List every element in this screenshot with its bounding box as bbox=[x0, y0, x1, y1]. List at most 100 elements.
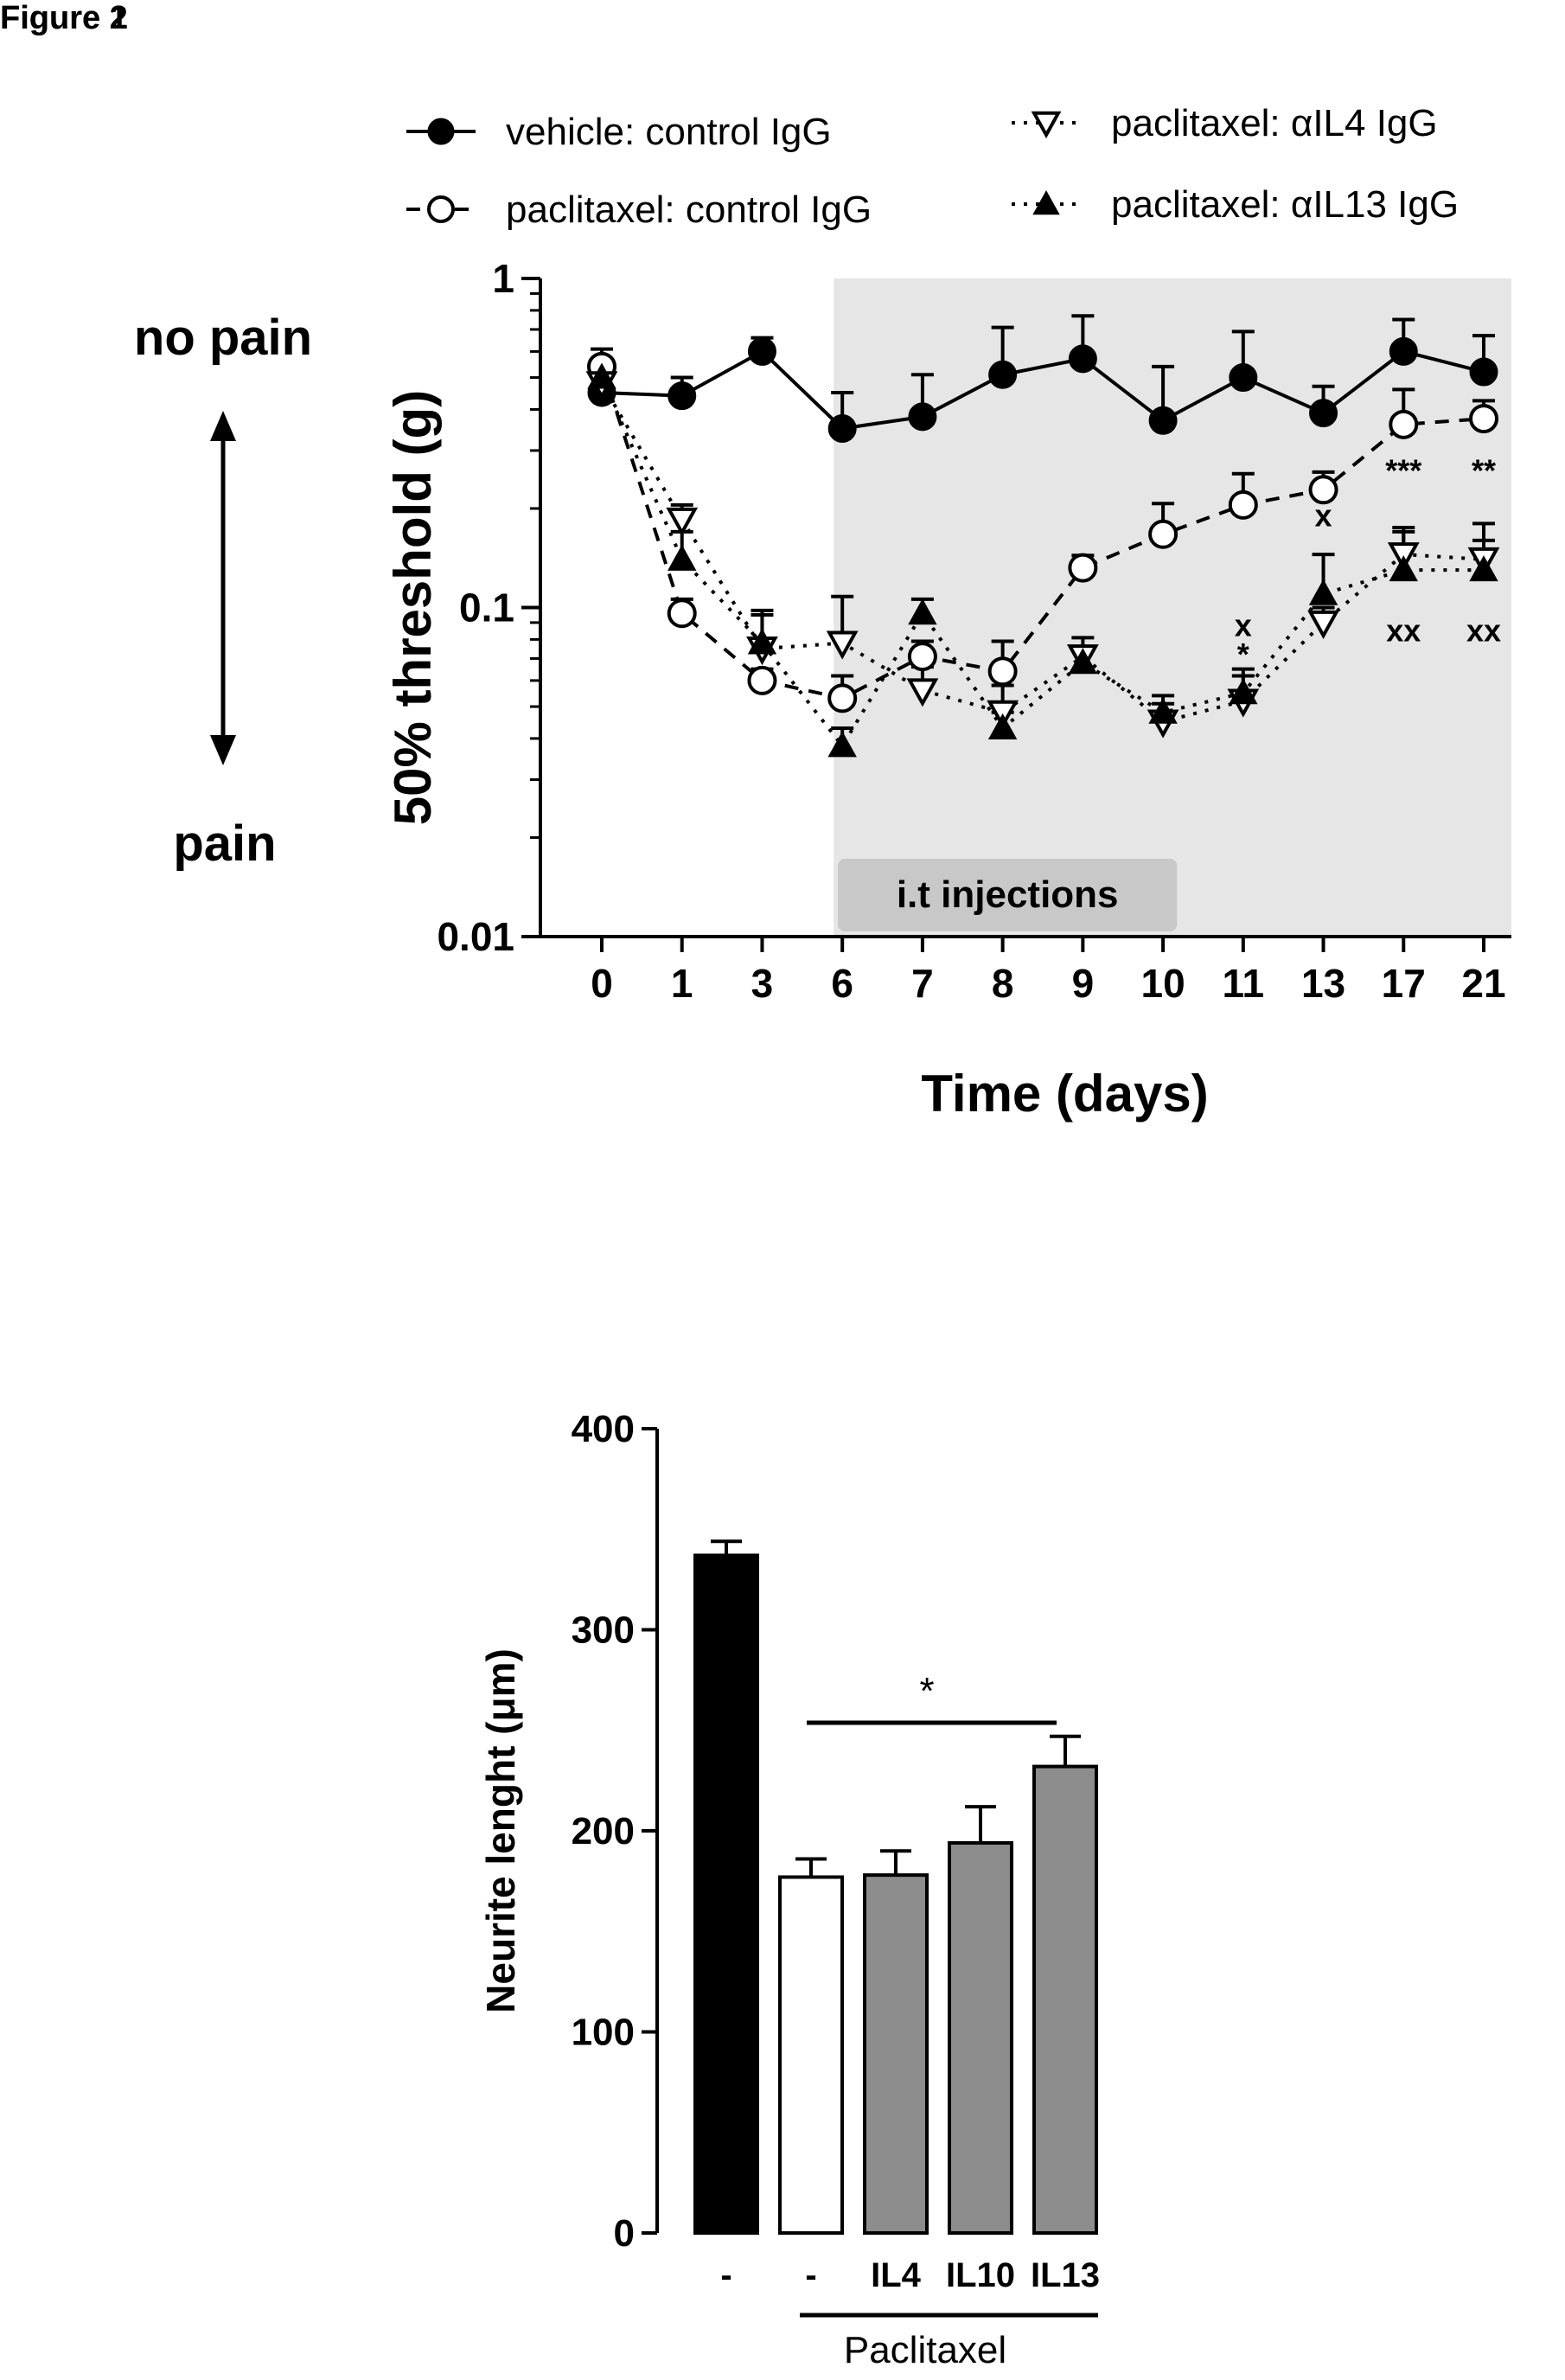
data-point bbox=[1389, 336, 1418, 366]
arrow-head-up bbox=[210, 411, 236, 441]
x-tick-label: 9 bbox=[1072, 961, 1095, 1006]
chart1-series-lines bbox=[600, 349, 1485, 749]
data-point bbox=[1148, 519, 1179, 549]
x-tick-label: 8 bbox=[992, 961, 1014, 1006]
chart1-legend: vehicle: control IgG paclitaxel: control … bbox=[406, 102, 1459, 231]
data-point bbox=[906, 678, 939, 707]
significance-annotation: x bbox=[1235, 608, 1252, 643]
data-point bbox=[1389, 555, 1418, 582]
y-tick-label: 200 bbox=[572, 1810, 635, 1852]
pain-direction-arrow bbox=[210, 411, 236, 765]
x-tick-label: 17 bbox=[1382, 961, 1426, 1006]
data-point bbox=[987, 656, 1018, 687]
significance-annotation: * bbox=[1237, 637, 1249, 672]
y-tick-label: 400 bbox=[572, 1408, 635, 1450]
x-tick-label: 3 bbox=[751, 961, 774, 1006]
data-point bbox=[587, 362, 616, 389]
chart1-y-axis-title: 50% threshold (g) bbox=[384, 390, 442, 825]
injection-period-shading bbox=[834, 278, 1511, 937]
bar bbox=[1032, 1764, 1098, 2235]
data-point bbox=[1309, 399, 1338, 428]
y-tick-label: 0 bbox=[614, 2212, 635, 2255]
data-point bbox=[1469, 555, 1498, 582]
x-tick-label: 1 bbox=[671, 961, 693, 1006]
data-point bbox=[667, 598, 697, 629]
x-tick-label: - bbox=[805, 2256, 816, 2294]
x-tick-label: 10 bbox=[1141, 961, 1185, 1006]
chart1-x-axis-title: Time (days) bbox=[921, 1065, 1208, 1123]
injection-label: i.t injections bbox=[897, 873, 1119, 916]
legend-label: vehicle: control IgG bbox=[506, 111, 832, 153]
data-point bbox=[1228, 489, 1258, 520]
pain-label: pain bbox=[173, 816, 276, 872]
legend-label: paclitaxel: αIL13 IgG bbox=[1111, 183, 1459, 226]
data-point bbox=[908, 598, 937, 625]
legend-marker bbox=[1031, 111, 1062, 139]
x-tick-label: 0 bbox=[591, 961, 613, 1006]
legend-marker bbox=[427, 118, 455, 145]
data-point bbox=[747, 628, 777, 655]
data-point bbox=[1229, 678, 1258, 705]
data-point bbox=[1308, 475, 1338, 505]
data-point bbox=[1229, 363, 1258, 393]
data-point bbox=[827, 683, 858, 713]
chart1-markers bbox=[585, 336, 1500, 758]
y-tick-label: 1 bbox=[492, 256, 514, 301]
no-pain-label: no pain bbox=[134, 310, 312, 366]
x-tick-label: IL10 bbox=[946, 2256, 1015, 2294]
data-point bbox=[1308, 579, 1338, 605]
chart2-y-axis-title: Neurite lenght (μm) bbox=[478, 1648, 523, 2013]
neurite-bar-chart: 0 100 200 300 400 - - IL4 IL10 IL13 Neurite leng… bbox=[478, 1408, 1100, 2371]
x-tick-label: IL4 bbox=[871, 2256, 922, 2294]
significance-annotation: x bbox=[1315, 497, 1332, 533]
data-point bbox=[988, 360, 1018, 389]
data-point bbox=[826, 630, 859, 660]
x-tick-label: 7 bbox=[911, 961, 934, 1006]
figure-1-label: Figure 1 bbox=[0, 0, 128, 36]
y-tick-label: 300 bbox=[572, 1609, 635, 1652]
x-tick-label: 21 bbox=[1461, 961, 1505, 1006]
significance-annotation: ** bbox=[1472, 453, 1496, 489]
data-point bbox=[668, 381, 697, 411]
series-line-0 bbox=[601, 349, 1485, 431]
figure-2-label: Figure 2 bbox=[0, 0, 128, 36]
data-point bbox=[668, 544, 697, 571]
data-point bbox=[827, 731, 857, 758]
chart2-bars bbox=[693, 1553, 1098, 2236]
significance-marker: * bbox=[919, 1670, 934, 1712]
threshold-line-chart: i.t injections 0.010.110 1 3 6 7 8 9 10 11 13 17 21… bbox=[134, 102, 1511, 1123]
data-point bbox=[747, 665, 777, 695]
significance-annotation: *** bbox=[1385, 453, 1421, 489]
data-point bbox=[1148, 406, 1178, 435]
injection-label-box bbox=[838, 859, 1178, 931]
data-point bbox=[1068, 648, 1098, 675]
y-tick-label: 0.1 bbox=[459, 585, 514, 630]
series-line-1 bbox=[600, 366, 1485, 701]
data-point bbox=[1148, 697, 1178, 724]
y-tick-label: 0.01 bbox=[437, 914, 514, 959]
bar bbox=[863, 1873, 929, 2236]
data-point bbox=[908, 402, 937, 432]
bar bbox=[948, 1840, 1013, 2235]
x-tick-label: 6 bbox=[831, 961, 853, 1006]
data-point bbox=[987, 713, 1018, 739]
data-point bbox=[827, 413, 857, 443]
legend-marker bbox=[1032, 189, 1060, 215]
chart2-x-tick-labels: - - IL4 IL10 IL13 bbox=[720, 2256, 1100, 2294]
data-point bbox=[1469, 357, 1498, 387]
data-point bbox=[1389, 409, 1419, 439]
significance-annotation: xx bbox=[1466, 612, 1501, 648]
bar bbox=[693, 1553, 759, 2236]
data-point bbox=[666, 507, 699, 536]
data-point bbox=[907, 642, 937, 672]
chart2-axes: 0 100 200 300 400 bbox=[572, 1408, 659, 2255]
legend-label: paclitaxel: control IgG bbox=[506, 189, 872, 231]
legend-label: paclitaxel: αIL4 IgG bbox=[1111, 102, 1438, 144]
paclitaxel-group-label: Paclitaxel bbox=[844, 2329, 1006, 2371]
chart1-annotations: *xx*** **xx xx bbox=[1235, 453, 1501, 672]
legend-marker bbox=[427, 195, 455, 223]
data-point bbox=[1307, 610, 1339, 640]
data-point bbox=[747, 336, 776, 366]
data-point bbox=[1469, 404, 1498, 434]
significance-annotation: xx bbox=[1386, 612, 1421, 648]
